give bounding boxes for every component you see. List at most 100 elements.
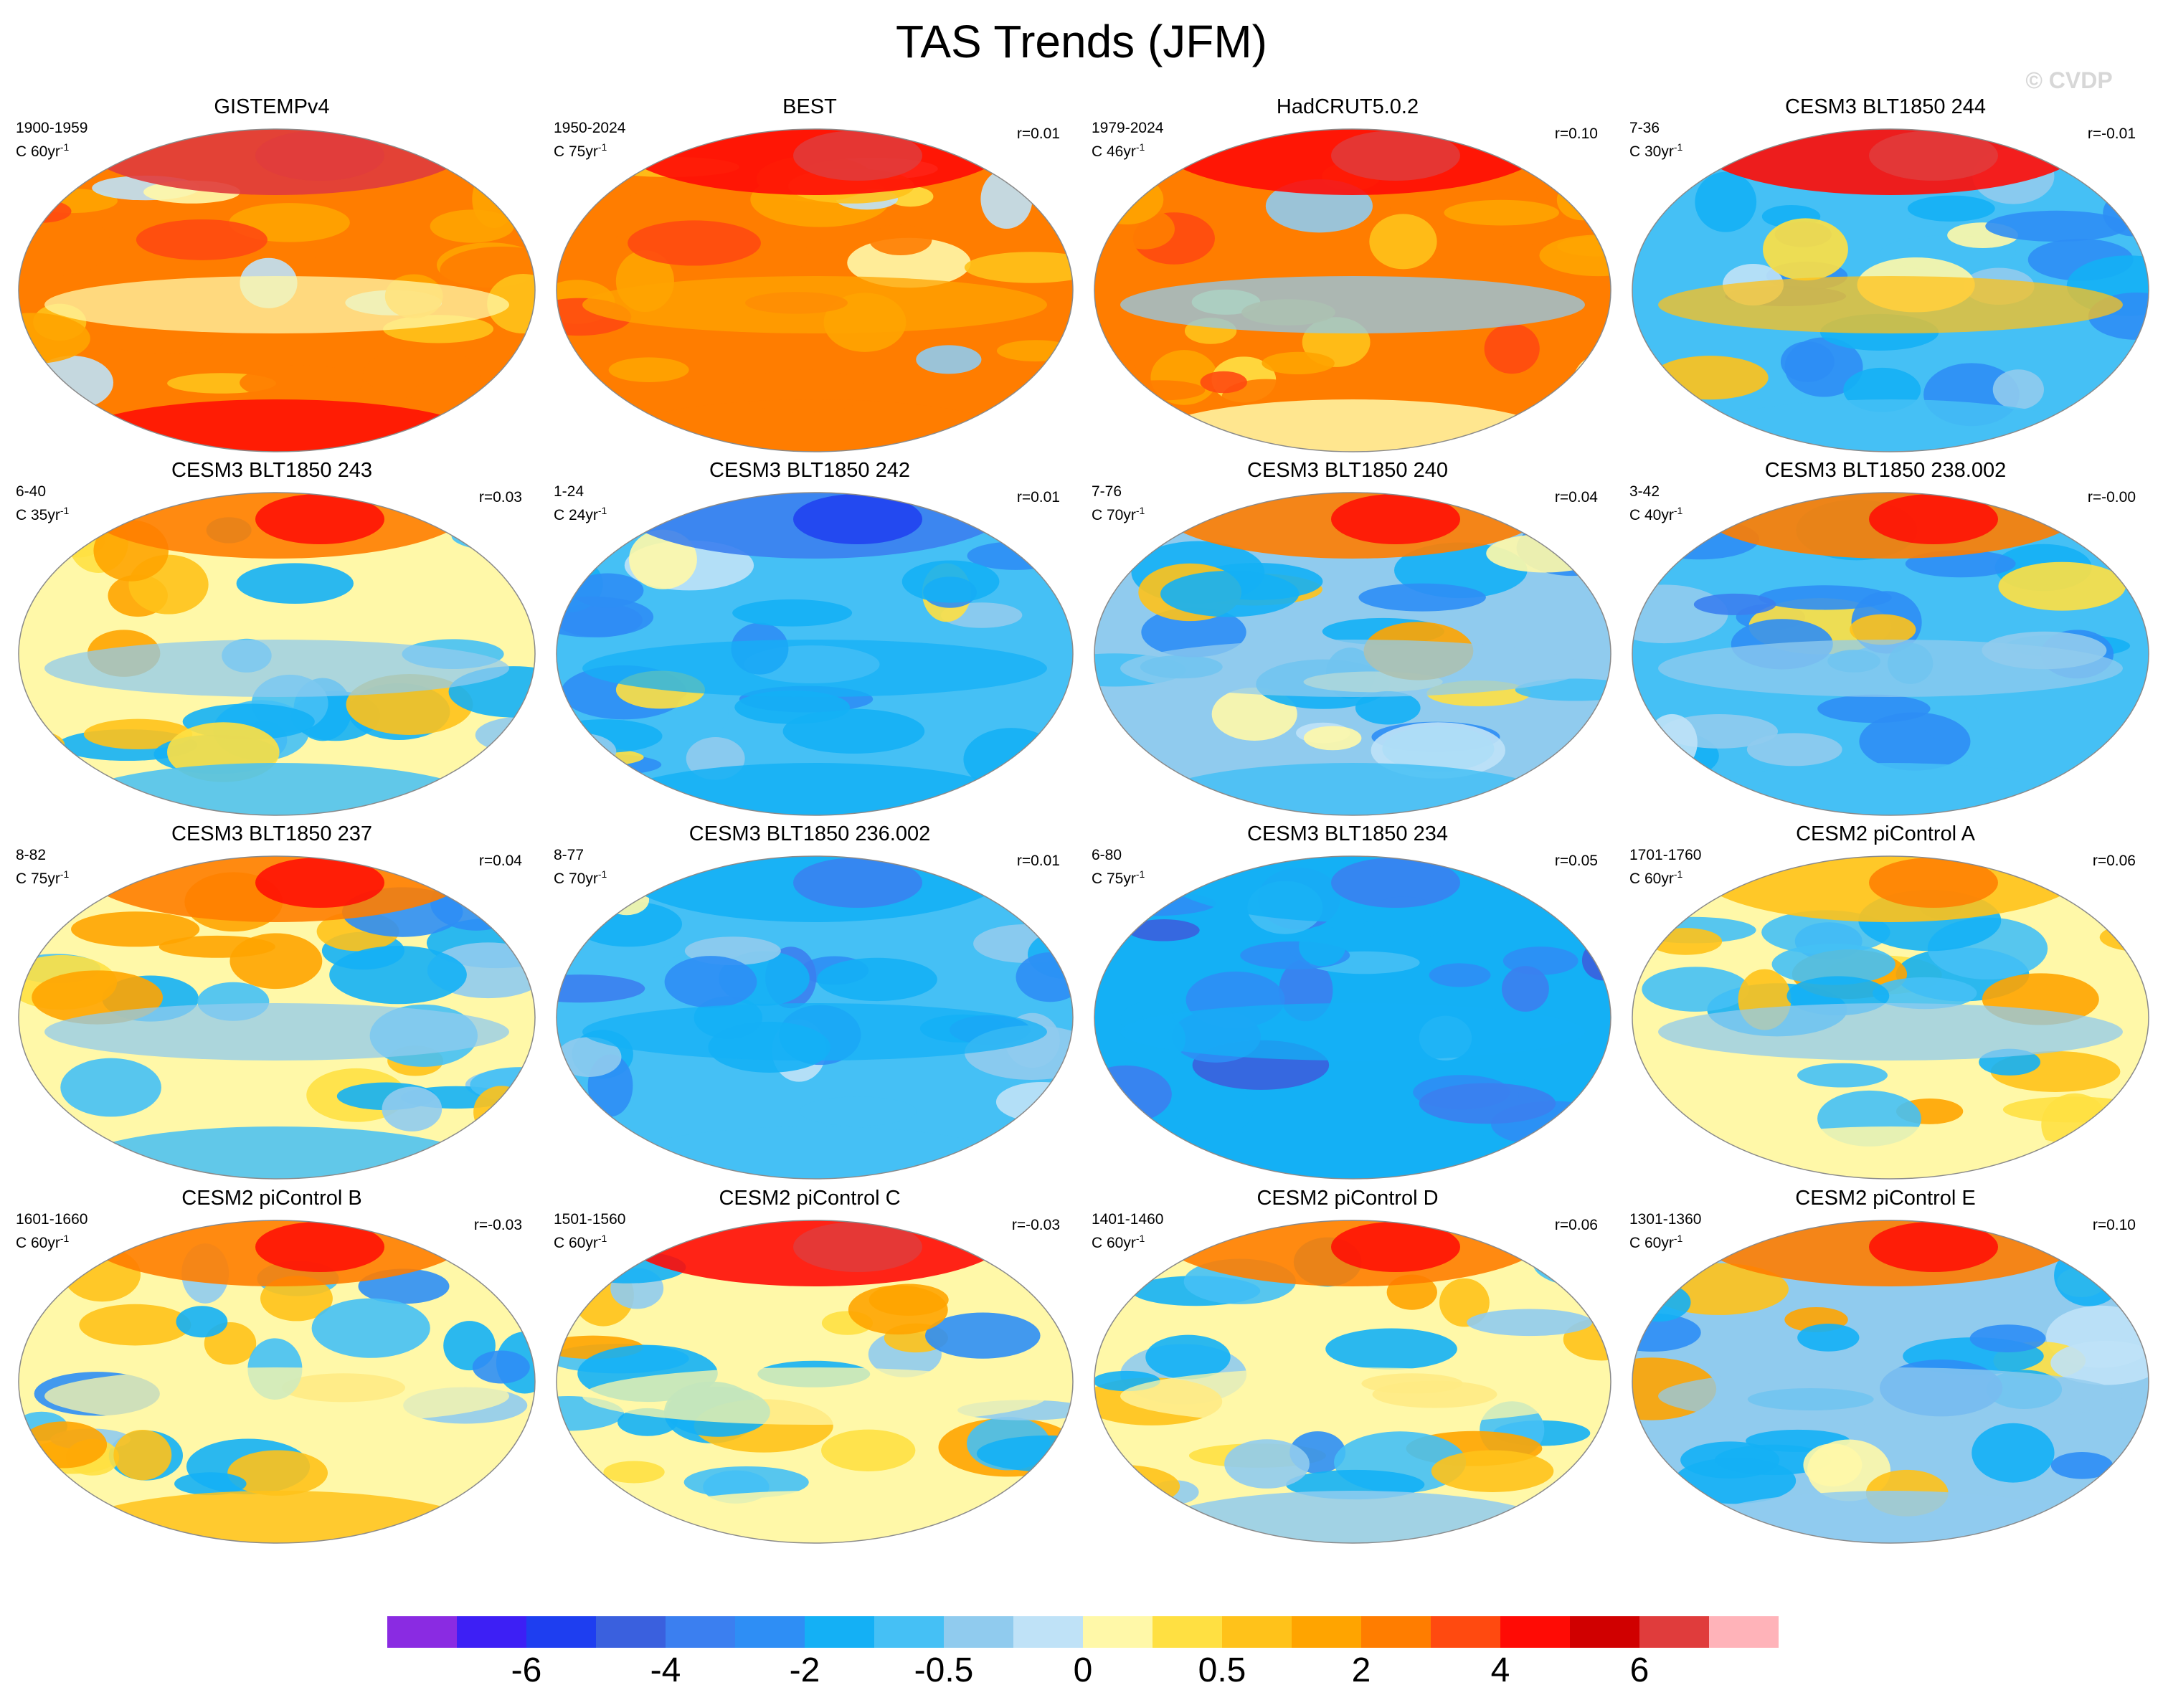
field-patch xyxy=(916,345,982,374)
trend-unit-exponent: -1 xyxy=(1673,141,1683,153)
field-patch xyxy=(1094,174,1164,225)
panel-period: 1401-1460 xyxy=(1092,1211,1164,1228)
field-patch xyxy=(1998,561,2126,611)
southern-region xyxy=(1146,399,1559,452)
field-patch xyxy=(2086,1115,2149,1144)
tropical-band xyxy=(44,276,509,333)
panel-trend-length: C 75yr-1 xyxy=(554,138,607,161)
arctic-core xyxy=(793,858,922,908)
field-patch xyxy=(176,1306,228,1338)
trend-unit-exponent: -1 xyxy=(597,141,607,153)
arctic-core xyxy=(255,494,384,544)
colorbar-swatch xyxy=(944,1616,1014,1648)
field-patch xyxy=(487,273,535,334)
tropical-band xyxy=(1120,640,1585,697)
panel-period: 1979-2024 xyxy=(1092,120,1164,136)
panel-title: CESM2 piControl D xyxy=(1256,1187,1439,1210)
colorbar-swatch xyxy=(666,1616,736,1648)
map-panel: CESM2 piControl D 1401-1460 C 60yr-1 r=0.06 xyxy=(1079,1185,1617,1547)
colorbar-tick-label: -0.5 xyxy=(914,1651,974,1689)
field-patch xyxy=(901,560,1000,603)
colorbar-tick-label: 2 xyxy=(1351,1651,1371,1689)
map-panel: CESM3 BLT1850 240 7-76 C 70yr-1 r=0.04 xyxy=(1079,457,1617,820)
colorbar-tick-label: -4 xyxy=(650,1651,681,1689)
trend-length-text: C 24yr xyxy=(554,507,598,523)
map-border xyxy=(1094,492,1611,816)
field-patch xyxy=(311,1298,430,1358)
field-patch xyxy=(1797,1063,1888,1088)
map-border xyxy=(556,855,1074,1180)
trend-length-text: C 40yr xyxy=(1629,507,1674,523)
field-patch xyxy=(963,728,1059,791)
southern-region xyxy=(608,1126,1021,1179)
trend-unit-exponent: -1 xyxy=(597,1233,607,1244)
field-patch xyxy=(1439,1278,1490,1327)
colorbar xyxy=(387,1616,1779,1648)
map-plot xyxy=(1094,855,1611,1180)
trend-length-text: C 60yr xyxy=(1629,1235,1674,1251)
map-plot xyxy=(1632,1220,2149,1544)
trend-length-text: C 60yr xyxy=(1092,1235,1136,1251)
field-patch xyxy=(1325,1328,1457,1370)
trend-unit-exponent: -1 xyxy=(1673,868,1683,880)
field-patch xyxy=(664,956,757,1008)
field-patch xyxy=(1486,533,1604,573)
panel-period: 7-76 xyxy=(1092,483,1122,500)
arctic-core xyxy=(255,1222,384,1272)
colorbar-swatch xyxy=(1500,1616,1571,1648)
field-patch xyxy=(1872,977,1977,1010)
field-patch xyxy=(1224,1439,1310,1489)
map-panel: HadCRUT5.0.2 1979-2024 C 46yr-1 r=0.10 xyxy=(1079,93,1617,456)
tropical-band xyxy=(582,276,1047,333)
field-patch xyxy=(1632,1313,1701,1352)
field-patch xyxy=(1695,171,1757,232)
map-panel: CESM2 piControl B 1601-1660 C 60yr-1 r=-0.0… xyxy=(3,1185,541,1547)
panel-trend-length: C 40yr-1 xyxy=(1629,501,1682,525)
panel-trend-length: C 24yr-1 xyxy=(554,501,607,525)
colorbar-swatch xyxy=(1292,1616,1362,1648)
field-patch xyxy=(1652,356,1769,400)
panel-period: 1601-1660 xyxy=(16,1211,88,1228)
panel-pattern-correlation: r=-0.00 xyxy=(2087,489,2136,506)
field-patch xyxy=(734,690,851,724)
field-patch xyxy=(83,718,193,750)
panel-period: 7-36 xyxy=(1629,120,1660,136)
field-patch xyxy=(174,1472,247,1496)
panel-pattern-correlation: r=0.10 xyxy=(2092,1217,2136,1233)
colorbar-swatch xyxy=(1639,1616,1710,1648)
trend-unit-exponent: -1 xyxy=(1135,1233,1145,1244)
colorbar-swatch xyxy=(1570,1616,1640,1648)
colorbar-tick-label: -6 xyxy=(511,1651,542,1689)
map-border xyxy=(1632,492,2149,816)
field-patch xyxy=(557,974,645,1003)
field-patch xyxy=(2054,1244,2124,1306)
field-patch xyxy=(240,365,364,401)
colorbar-swatch xyxy=(735,1616,805,1648)
panel-title: CESM3 BLT1850 234 xyxy=(1247,822,1448,845)
trend-unit-exponent: -1 xyxy=(60,1233,70,1244)
arctic-core xyxy=(1331,858,1460,908)
colorbar-tick-label: 6 xyxy=(1629,1651,1650,1689)
watermark: © CVDP xyxy=(2025,67,2113,93)
trend-length-text: C 75yr xyxy=(1092,870,1136,887)
colorbar-swatch xyxy=(457,1616,527,1648)
field-patch xyxy=(817,957,937,1002)
tropical-band xyxy=(1658,1003,2123,1061)
field-patch xyxy=(1746,733,1842,767)
colorbar-swatch xyxy=(1083,1616,1153,1648)
colorbar-swatch xyxy=(874,1616,945,1648)
arctic-core xyxy=(1331,131,1460,181)
panel-period: 1-24 xyxy=(554,483,584,500)
southern-region xyxy=(70,763,483,815)
panel-title: CESM3 BLT1850 242 xyxy=(709,459,910,482)
arctic-core xyxy=(1869,858,1998,908)
colorbar-swatch xyxy=(1361,1616,1431,1648)
field-patch xyxy=(1859,712,1971,771)
map-border xyxy=(1632,1220,2149,1544)
panel-title: CESM3 BLT1850 238.002 xyxy=(1764,459,2007,482)
panel-trend-length: C 60yr-1 xyxy=(16,1229,69,1253)
colorbar-swatch xyxy=(1222,1616,1292,1648)
panel-pattern-correlation: r=0.04 xyxy=(478,853,522,869)
field-patch xyxy=(1693,593,1776,615)
field-patch xyxy=(412,380,481,404)
